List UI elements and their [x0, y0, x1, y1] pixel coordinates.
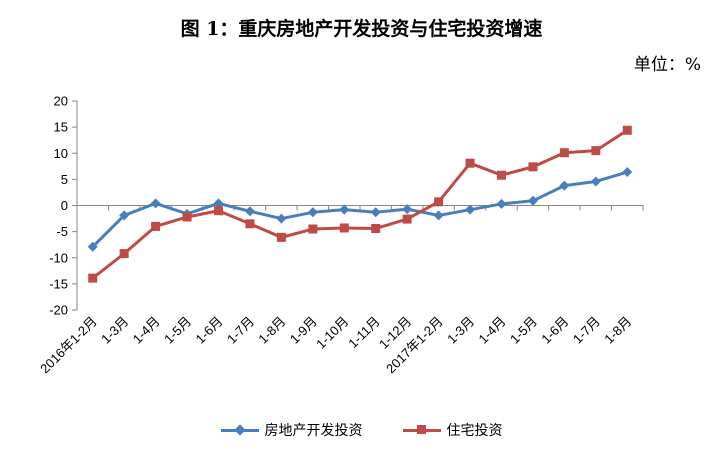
series-2-point: [214, 206, 223, 216]
series-1-point: [244, 206, 255, 217]
series-1-point: [213, 198, 224, 209]
x-tick-label: 1-4月: [130, 314, 163, 347]
series-line-1: [91, 170, 628, 248]
y-tick-label: 10: [54, 146, 68, 161]
series-2-point: [339, 223, 349, 233]
series-2-point: [151, 221, 161, 231]
legend: 房地产开发投资 住宅投资: [0, 420, 723, 440]
x-tick-label: 1-5月: [161, 314, 194, 347]
series-1-point: [590, 176, 601, 187]
x-tick-label: 1-7月: [224, 314, 257, 347]
series-2-point: [308, 224, 318, 234]
series-2-point: [434, 197, 444, 207]
legend-item-series-1: 房地产开发投资: [220, 420, 363, 440]
series-2-point: [88, 273, 98, 283]
x-tick-label: 1-7月: [570, 314, 603, 347]
series-1-point: [370, 207, 381, 218]
x-tick-label: 1-5月: [507, 314, 540, 347]
x-tick-label: 1-6月: [538, 314, 571, 347]
series-2-point: [465, 158, 475, 168]
y-tick-label: -20: [49, 303, 68, 318]
series-1-point: [402, 204, 413, 215]
series-1-point: [307, 207, 318, 218]
series-1-point: [87, 241, 98, 252]
y-tick-label: 15: [54, 120, 68, 135]
series-1-point: [622, 167, 633, 178]
y-tick-label: 20: [54, 94, 68, 109]
series-2-point: [276, 232, 286, 242]
y-tick-label: 5: [61, 172, 68, 187]
x-tick-label: 1-8月: [601, 314, 634, 347]
x-tick-label: 1-3月: [98, 314, 131, 347]
series-2-point: [559, 148, 569, 158]
x-tick-label: 1-6月: [193, 314, 226, 347]
x-tick-label: 1-3月: [444, 314, 477, 347]
unit-label: 单位：%: [633, 55, 701, 75]
legend-swatch-series-2: [402, 425, 441, 435]
series-1-point: [150, 198, 161, 209]
x-tick-label: 1-4月: [476, 314, 509, 347]
x-tick-label: 1-10月: [313, 314, 351, 352]
series-1-point: [559, 180, 570, 191]
series-1-point: [465, 204, 476, 215]
series-2-point: [591, 146, 601, 156]
y-tick-label: 0: [61, 198, 68, 213]
series-2-point: [528, 162, 538, 172]
series-1-point: [339, 204, 350, 215]
y-tick-label: -10: [49, 250, 68, 265]
y-tick-label: -15: [49, 276, 68, 291]
legend-label-series-2: 住宅投资: [446, 423, 503, 439]
series-line-2: [91, 129, 629, 280]
series-2-point: [402, 214, 412, 224]
series-1-point: [496, 198, 507, 209]
x-tick-label: 2016年1-2月: [37, 314, 100, 377]
series-2-point: [119, 249, 129, 259]
series-2-point: [622, 125, 632, 135]
series-1-point: [276, 213, 287, 224]
series-2-point: [245, 219, 255, 229]
x-tick-label: 1-8月: [255, 314, 288, 347]
x-tick-label: 1-11月: [345, 314, 383, 352]
series-2-point: [182, 212, 192, 222]
legend-label-series-1: 房地产开发投资: [264, 423, 363, 439]
series-2-point: [371, 223, 381, 233]
legend-swatch-series-1: [220, 424, 259, 436]
series-1-point: [527, 195, 538, 206]
y-tick-label: -5: [56, 224, 68, 239]
chart-title: 图 1：重庆房地产开发投资与住宅投资增速: [180, 18, 543, 40]
series-1-point: [119, 210, 130, 221]
series-2-point: [497, 170, 506, 180]
series-1-point: [433, 210, 444, 221]
legend-item-series-2: 住宅投资: [402, 420, 503, 440]
